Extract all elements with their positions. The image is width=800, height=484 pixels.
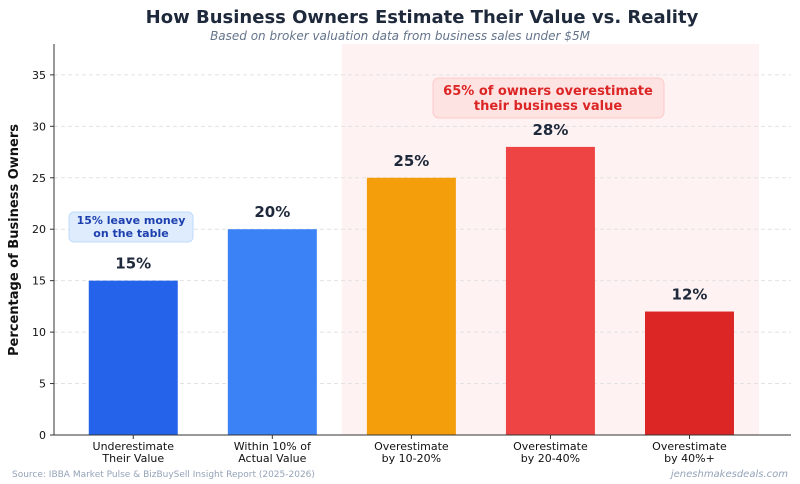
watermark: jeneshmakesdeals.com bbox=[669, 469, 788, 480]
bar bbox=[644, 311, 734, 435]
bar bbox=[505, 146, 595, 436]
data-label: 20% bbox=[254, 203, 290, 221]
bar bbox=[366, 177, 456, 435]
x-tick-label: by 10-20% bbox=[382, 452, 441, 465]
y-tick-label: 0 bbox=[39, 429, 46, 442]
y-tick-label: 5 bbox=[39, 378, 46, 391]
annotation-overestimate: 65% of owners overestimate bbox=[443, 84, 653, 99]
y-tick-label: 30 bbox=[32, 120, 46, 133]
x-tick-label: Within 10% of bbox=[234, 440, 312, 453]
bar bbox=[227, 229, 317, 435]
y-axis-label: Percentage of Business Owners bbox=[7, 124, 22, 356]
annotation-box-underestimate bbox=[68, 211, 194, 243]
chart-subtitle: Based on broker valuation data from busi… bbox=[210, 29, 591, 43]
data-label: 15% bbox=[115, 255, 151, 273]
bar bbox=[88, 280, 178, 435]
x-tick-label: Actual Value bbox=[238, 452, 306, 465]
annotation-underestimate: on the table bbox=[93, 227, 168, 240]
y-tick-label: 35 bbox=[32, 69, 46, 82]
x-tick-label: Overestimate bbox=[374, 440, 449, 453]
x-tick-label: Their Value bbox=[101, 452, 164, 465]
x-tick-label: by 40%+ bbox=[664, 452, 715, 465]
x-tick-label: Underestimate bbox=[93, 440, 175, 453]
annotation-box-overestimate bbox=[432, 77, 665, 119]
y-tick-label: 15 bbox=[32, 275, 46, 288]
data-label: 12% bbox=[672, 286, 708, 304]
annotation-overestimate: their business value bbox=[474, 99, 622, 114]
data-label: 28% bbox=[532, 121, 568, 139]
annotation-underestimate: 15% leave money bbox=[77, 214, 186, 227]
x-tick-label: Overestimate bbox=[652, 440, 727, 453]
y-tick-label: 20 bbox=[32, 223, 46, 236]
x-tick-label: by 20-40% bbox=[521, 452, 580, 465]
y-tick-label: 10 bbox=[32, 326, 46, 339]
x-tick-label: Overestimate bbox=[513, 440, 588, 453]
source-note: Source: IBBA Market Pulse & BizBuySell I… bbox=[12, 470, 315, 480]
y-tick-label: 25 bbox=[32, 172, 46, 185]
chart-title: How Business Owners Estimate Their Value… bbox=[146, 7, 699, 28]
data-label: 25% bbox=[393, 152, 429, 170]
